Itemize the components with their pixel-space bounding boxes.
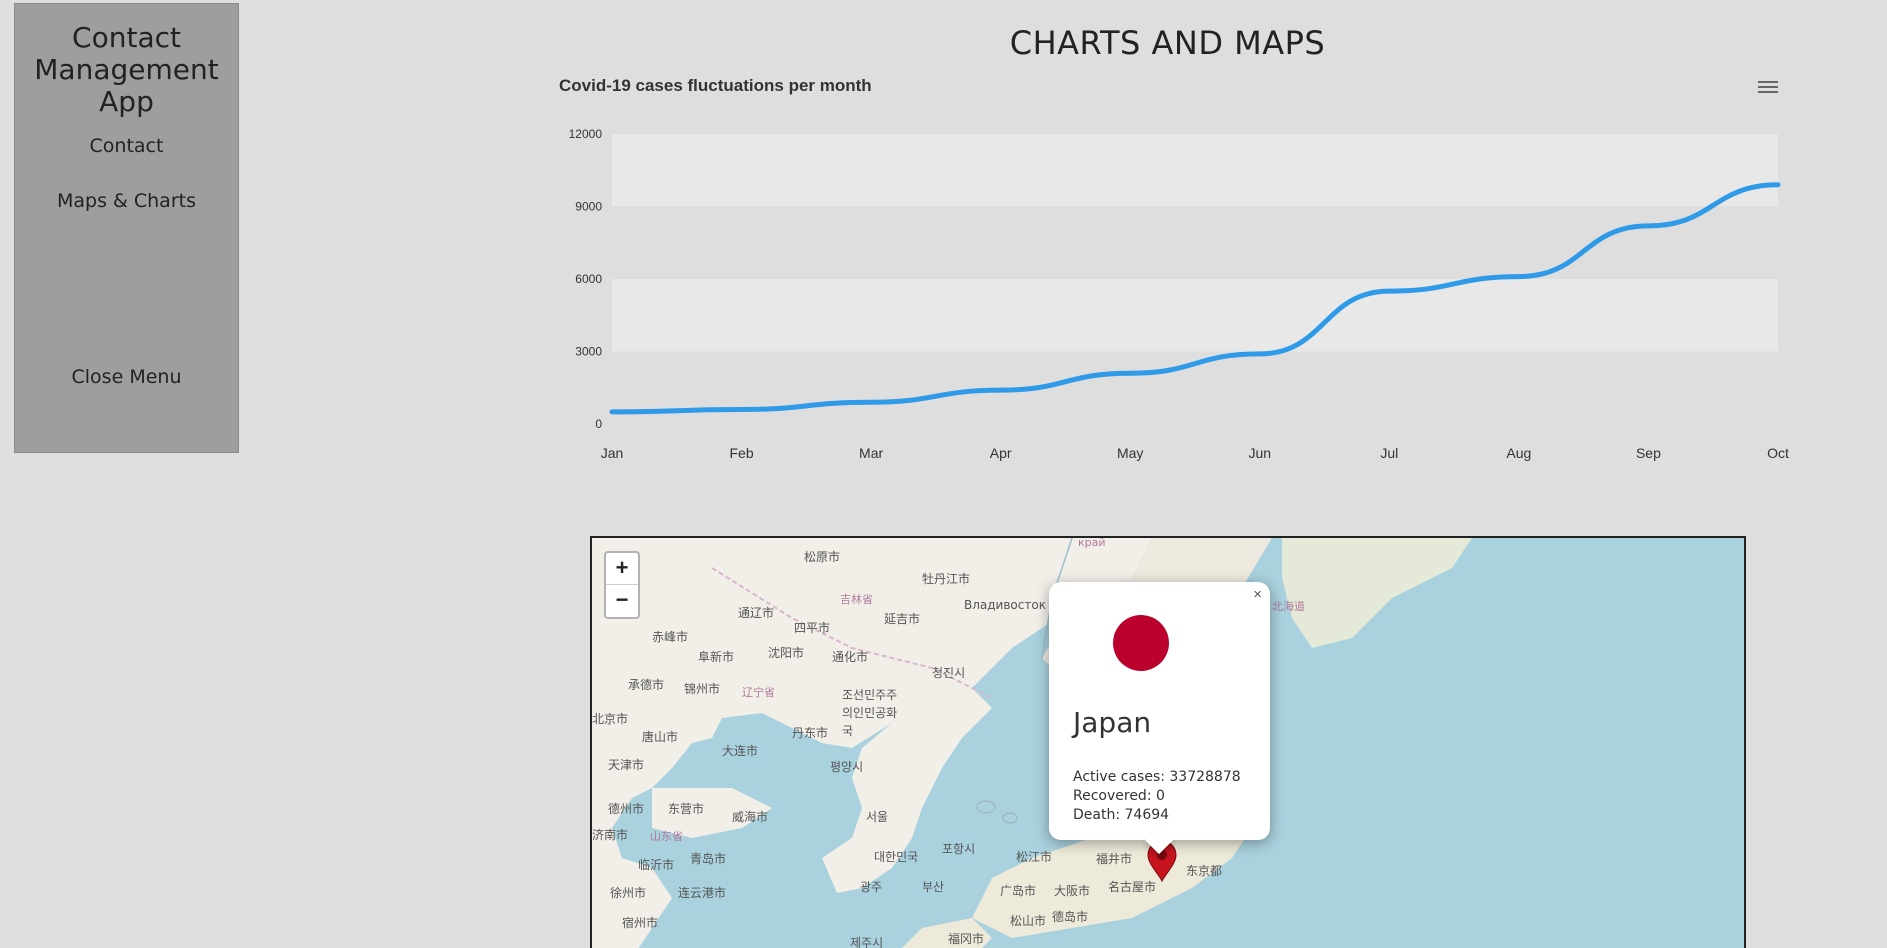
map-label: 威海市 [732,810,769,824]
map-label: 济南市 [592,828,629,842]
map-label: Владивосток [964,598,1046,612]
japan-flag-icon [1113,615,1169,671]
popup-close-button[interactable]: × [1253,586,1262,603]
sidebar-item-maps-charts[interactable]: Maps & Charts [56,190,196,212]
grid-band [612,134,1778,207]
map-label: 제주시 [850,936,884,948]
map-label: 부산 [922,880,945,894]
zoom-control: + − [604,551,640,619]
map-label: 松江市 [1016,850,1053,864]
map-label: 조선민주주의인민공화국 [842,688,898,738]
x-tick-label: Feb [729,445,753,461]
zoom-in-button[interactable]: + [606,553,638,585]
map-label: 大连市 [722,744,759,758]
x-tick-label: Apr [990,445,1012,461]
map-label: 锦州市 [684,682,721,696]
y-tick-label: 12000 [569,127,603,141]
map-label: 徐州市 [610,886,647,900]
map-label: 东营市 [668,802,705,816]
map-label: 通辽市 [738,606,775,620]
map-label: 丹东市 [792,726,829,740]
map-label: 福井市 [1096,852,1133,866]
map-label: 沈阳市 [768,646,805,660]
grid-band [612,279,1778,352]
close-menu-button[interactable]: Close Menu [71,366,182,388]
chart-title: Covid-19 cases fluctuations per month [559,76,872,95]
map-label: 청진시 [932,666,966,680]
map-label: 广岛市 [1000,884,1037,898]
active-cases-text: Active cases: 33728878 [1073,769,1241,785]
map-label: 광주 [860,880,883,894]
map-label: 临沂市 [638,858,675,872]
map-label: 北京市 [592,712,629,726]
y-tick-label: 9000 [575,200,602,214]
map-label: 德岛市 [1052,910,1089,924]
map-label: 北海道 [1272,600,1305,613]
x-tick-label: Jul [1380,445,1398,461]
land-china [592,538,1152,948]
map-label: 吉林省 [840,593,873,606]
map-base [592,538,1472,948]
map-label: 松山市 [1010,914,1047,928]
land-korea [822,688,992,893]
map-label: 宿州市 [622,916,659,930]
map-label: 福冈市 [948,932,985,946]
x-tick-label: Jan [601,445,624,461]
land-kyushu [902,918,992,948]
map-label: край [1078,536,1106,549]
land-hokkaido [1282,538,1472,648]
land-honshu [972,728,1257,938]
zoom-out-button[interactable]: − [615,587,629,612]
recovered-text: Recovered: 0 [1073,788,1165,804]
map-label: 东京都 [1186,864,1223,878]
map[interactable]: 松原市 牡丹江市 吉林省 Владивосток 通辽市 四平市 延吉市 赤峰市… [590,536,1746,948]
x-tick-label: Mar [859,445,883,461]
y-tick-label: 3000 [575,345,602,359]
popup-stats: Active cases: 33728878 Recovered: 0 Deat… [1073,768,1241,825]
map-label: 延吉市 [884,612,921,626]
map-label: 山东省 [650,830,683,843]
line-chart: 0 3000 6000 9000 12000 Jan Feb Mar Apr May Jun Jul… [569,127,1789,461]
map-label: 德州市 [608,802,645,816]
map-label: 牡丹江市 [922,572,971,586]
sidebar-item-contact[interactable]: Contact [89,135,164,157]
x-tick-label: Jun [1248,445,1271,461]
hamburger-icon[interactable] [1758,78,1778,94]
map-label: 辽宁省 [742,686,775,699]
land-shandong [652,788,772,838]
x-tick-label: Oct [1767,445,1789,461]
page-title: CHARTS AND MAPS [1009,24,1326,62]
map-label: 四平市 [794,621,831,635]
map-label: 承德市 [628,678,665,692]
map-label: 평양시 [830,760,864,774]
map-label: 名古屋市 [1108,880,1157,894]
death-text: Death: 74694 [1073,807,1170,823]
map-label: 서울 [866,810,889,824]
x-tick-label: May [1117,445,1143,461]
x-tick-label: Aug [1506,445,1531,461]
map-label: 大阪市 [1054,884,1091,898]
app-title: Contact Management App [34,21,219,118]
map-popup: × Japan Active cases: 33728878 Recovered… [1049,582,1270,855]
map-label: 松原市 [804,550,841,564]
popup-country-name: Japan [1073,706,1152,739]
map-label: 青岛市 [690,852,727,866]
map-label: 唐山市 [642,730,679,744]
map-label: 대한민국 [874,850,919,864]
y-tick-label: 6000 [575,272,602,286]
y-tick-label: 0 [595,417,602,431]
map-label: 포항시 [942,842,976,856]
map-label: 连云港市 [678,886,727,900]
map-label: 通化市 [832,650,869,664]
sidebar: Contact Management App Contact Maps & Ch… [14,3,239,453]
map-label: 天津市 [608,758,645,772]
map-label: 阜新市 [698,650,735,664]
x-tick-label: Sep [1636,445,1661,461]
map-label: 赤峰市 [652,630,689,644]
series-line [609,182,1781,415]
